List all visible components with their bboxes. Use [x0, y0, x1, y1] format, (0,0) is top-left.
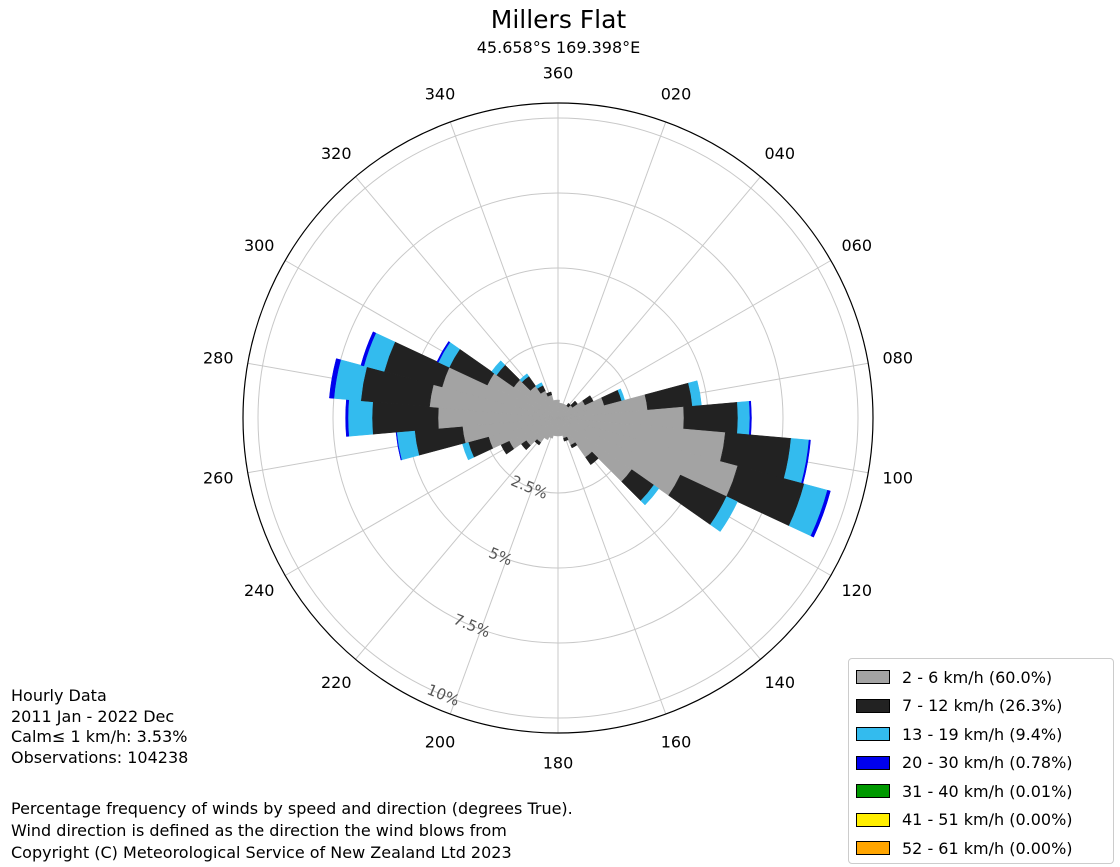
observation-count: Observations: 104238 [11, 747, 189, 767]
direction-label-140: 140 [764, 673, 795, 692]
wind-bar-280-bin4 [329, 358, 341, 399]
legend-label: 20 - 30 km/h (0.78%) [902, 753, 1073, 772]
legend-label: 13 - 19 km/h (9.4%) [902, 724, 1063, 744]
legend-item: 20 - 30 km/h (0.78%) [856, 751, 1073, 775]
wind-bar-290-bin4 [360, 331, 377, 367]
wind-bar-320-bin3 [519, 373, 530, 383]
grid-spoke [449, 417, 559, 715]
direction-label-160: 160 [661, 733, 692, 752]
wind-bar-90-bin2 [683, 402, 739, 434]
legend-swatch [856, 841, 890, 855]
grid-spoke [355, 417, 559, 660]
grid-spoke [557, 176, 761, 419]
data-info: Hourly Data 2011 Jan - 2022 Dec Calm≤ 1 … [11, 686, 188, 768]
legend-item: 41 - 51 km/h (0.00%) [856, 808, 1073, 832]
direction-label-340: 340 [425, 84, 456, 103]
copyright-notice: Copyright (C) Meteorological Service of … [11, 843, 512, 862]
chart-notes: Percentage frequency of winds by speed a… [11, 798, 573, 864]
wind-bar-130-bin3 [640, 484, 660, 506]
legend-swatch [856, 784, 890, 798]
grid-spoke [449, 121, 559, 419]
legend-label: 31 - 40 km/h (0.01%) [902, 781, 1073, 801]
direction-label-120: 120 [842, 581, 873, 600]
direction-label-200: 200 [425, 733, 456, 752]
direction-label-360: 360 [543, 64, 574, 83]
legend-item: 31 - 40 km/h (0.01%) [856, 779, 1073, 803]
legend-swatch [856, 812, 890, 827]
direction-label-240: 240 [244, 581, 275, 600]
calm-percentage: Calm≤ 1 km/h: 3.53% [11, 727, 188, 746]
direction-label-180: 180 [543, 754, 574, 773]
legend-label: 41 - 51 km/h (0.00%) [902, 810, 1073, 829]
wind-bar-310-bin3 [491, 360, 506, 376]
direction-label-080: 080 [882, 349, 913, 368]
direction-label-100: 100 [882, 468, 913, 487]
chart-subtitle: 45.658°S 169.398°E [476, 38, 641, 57]
wind-bar-330-bin3 [535, 382, 544, 389]
note-direction-definition: Wind direction is defined as the directi… [11, 821, 507, 840]
wind-bar-160-bin2 [563, 436, 569, 442]
legend-item: 7 - 12 km/h (26.3%) [856, 694, 1062, 718]
wind-bar-140-bin2 [585, 451, 599, 466]
grid-spoke [557, 417, 667, 715]
legend-swatch [856, 670, 890, 684]
outer-ring [242, 102, 874, 734]
wind-bar-350-bin1 [553, 399, 559, 419]
wind-bar-80-bin2 [644, 382, 693, 411]
wind-bar-270-bin3 [347, 399, 373, 437]
direction-label-320: 320 [321, 144, 352, 163]
legend-label: 7 - 12 km/h (26.3%) [902, 696, 1063, 715]
data-period: 2011 Jan - 2022 Dec [11, 706, 175, 726]
wind-bar-120-bin3 [710, 496, 738, 532]
data-frequency: Hourly Data [11, 686, 107, 705]
note-description: Percentage frequency of winds by speed a… [11, 799, 573, 818]
wind-bar-150-bin2 [570, 442, 578, 449]
direction-label-020: 020 [661, 84, 692, 103]
legend-swatch [856, 755, 890, 770]
legend-swatch [856, 698, 890, 713]
direction-label-040: 040 [764, 144, 795, 163]
legend-item: 2 - 6 km/h (60.0%) [856, 665, 1052, 689]
wind-bar-110-bin4 [810, 489, 831, 538]
direction-label-060: 060 [842, 236, 873, 255]
direction-label-300: 300 [244, 236, 275, 255]
wind-bar-300-bin4 [436, 341, 451, 363]
legend-swatch [856, 727, 890, 741]
wind-sectors [329, 331, 831, 538]
legend-label: 52 - 61 km/h (0.00%) [902, 838, 1073, 858]
grid-spoke [557, 260, 832, 419]
legend-label: 2 - 6 km/h (60.0%) [902, 667, 1053, 687]
wind-bar-90-bin3 [737, 400, 751, 436]
legend-item: 52 - 61 km/h (0.00%) [856, 836, 1073, 860]
direction-labels: 360 020 040 060 080 100 120 140 160 180 200 220 240 2… [203, 64, 913, 773]
wind-bar-340-bin2 [546, 391, 553, 397]
direction-label-260: 260 [203, 468, 234, 487]
chart-title: Millers Flat [490, 5, 627, 34]
direction-label-220: 220 [321, 673, 352, 692]
grid-spoke [557, 121, 667, 419]
radial-tick-labels: 2.5%5%7.5%10% [424, 472, 550, 710]
legend-item: 13 - 19 km/h (9.4%) [856, 722, 1062, 746]
legend: 2 - 6 km/h (60.0%) 7 - 12 km/h (26.3%) 13 … [848, 658, 1114, 864]
wind-bar-260-bin2 [414, 426, 466, 456]
direction-label-280: 280 [203, 349, 234, 368]
